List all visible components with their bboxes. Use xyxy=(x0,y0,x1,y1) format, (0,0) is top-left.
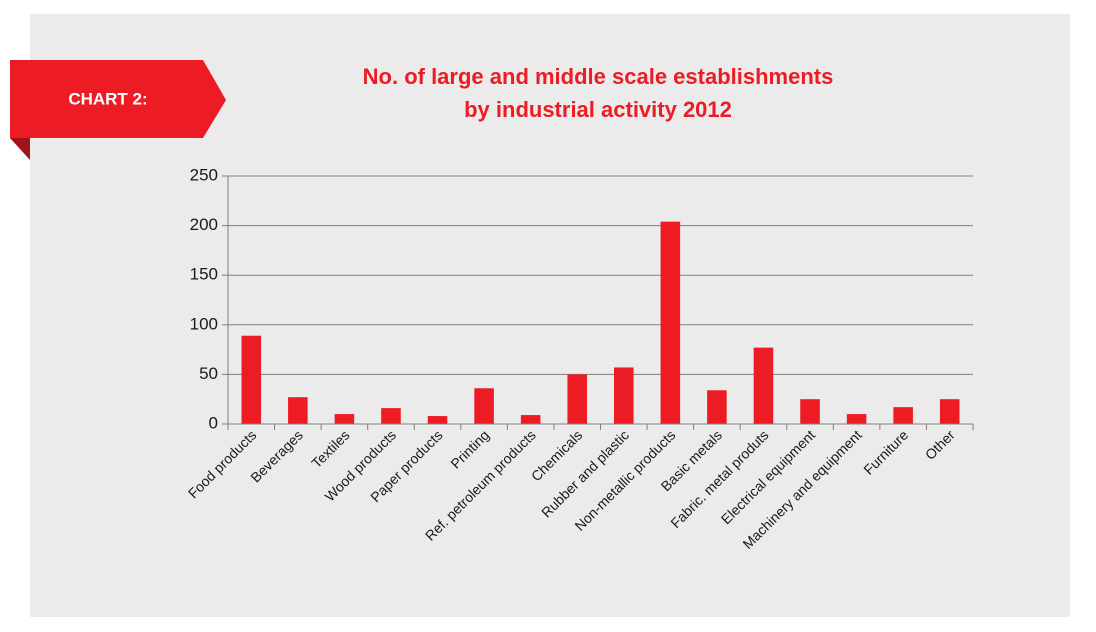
bar xyxy=(474,388,494,424)
y-tick-label: 200 xyxy=(190,215,218,234)
y-axis-tick-labels: 0 50 100 150 200 250 xyxy=(190,165,218,432)
chart-badge: CHART 2: xyxy=(10,60,226,160)
badge-shape xyxy=(10,60,226,138)
bar xyxy=(707,390,727,424)
bar xyxy=(614,367,634,424)
y-tick-label: 250 xyxy=(190,165,218,184)
y-tick-label: 100 xyxy=(190,314,218,333)
bar xyxy=(288,397,308,424)
bar xyxy=(846,414,867,424)
chart-subtitle: by industrial activity 2012 xyxy=(464,97,732,122)
y-tick-label: 150 xyxy=(190,265,218,284)
bar xyxy=(893,407,913,424)
bar xyxy=(800,399,820,424)
badge-label: CHART 2: xyxy=(68,89,147,108)
badge-fold xyxy=(10,138,30,160)
bar xyxy=(241,335,262,424)
y-tick-label: 0 xyxy=(209,413,218,432)
bar xyxy=(939,399,960,424)
bar xyxy=(660,221,681,424)
y-tick-label: 50 xyxy=(199,364,218,383)
bar xyxy=(753,347,774,424)
chart-title: No. of large and middle scale establishm… xyxy=(363,64,834,89)
bar xyxy=(334,414,355,424)
bar xyxy=(381,408,401,424)
axes xyxy=(227,176,973,425)
bar xyxy=(567,374,587,424)
bars xyxy=(241,221,960,424)
bar xyxy=(427,416,448,424)
bar xyxy=(520,415,541,424)
gridlines xyxy=(222,175,974,430)
